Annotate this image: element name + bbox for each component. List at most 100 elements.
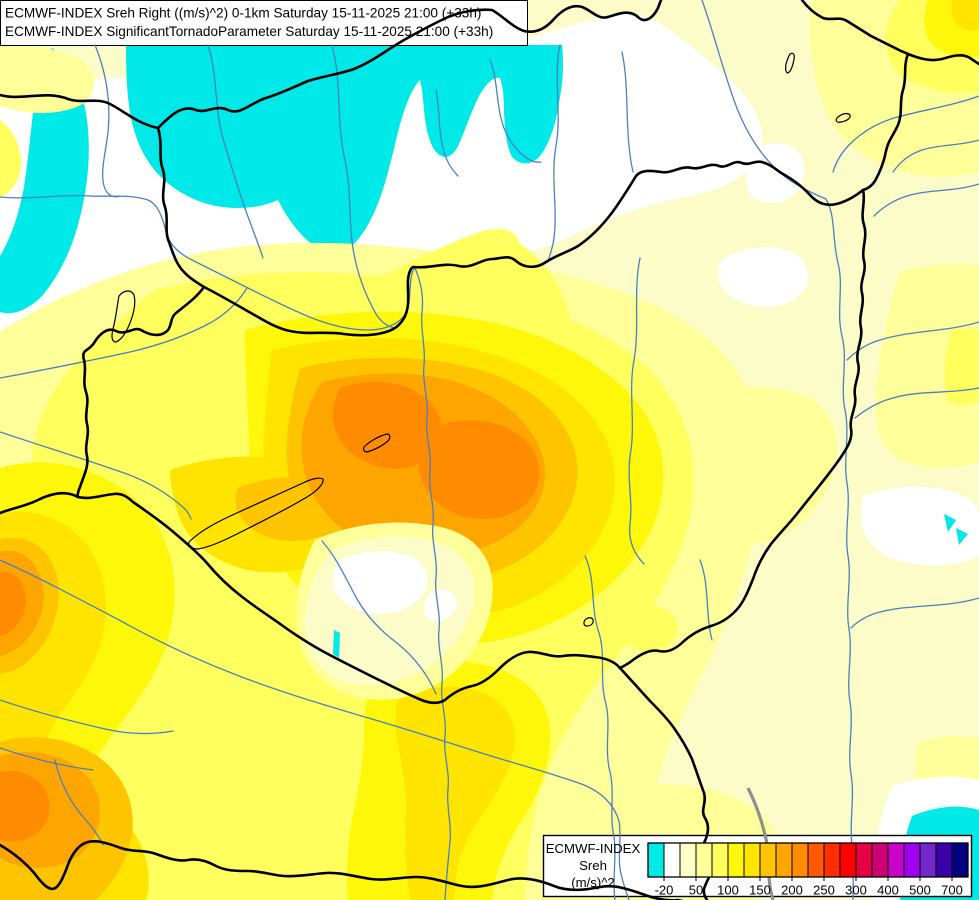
legend-color-cell xyxy=(711,842,729,878)
legend-color-cell xyxy=(871,842,889,878)
river-ne-1 xyxy=(892,139,979,173)
legend-colorbar xyxy=(647,842,969,878)
river-morava xyxy=(94,44,121,198)
cyan-mass-north xyxy=(126,45,563,254)
white-core-south-2 xyxy=(423,590,457,622)
legend-color-cell xyxy=(919,842,937,878)
cyan-sliver-south xyxy=(333,630,340,658)
legend-color-cell xyxy=(759,842,777,878)
river-vah xyxy=(331,44,396,329)
legend-color-cell xyxy=(839,842,857,878)
yellow2-left-sliver xyxy=(0,120,22,198)
legend-color-cell xyxy=(807,842,825,878)
river-sw-2 xyxy=(0,747,94,771)
river-mid-south xyxy=(584,555,616,900)
river-notch-2 xyxy=(435,89,459,177)
legend-tick-label: 400 xyxy=(877,883,899,898)
river-ne-2 xyxy=(873,183,979,217)
legend-color-cell xyxy=(791,842,809,878)
border-hu-si xyxy=(0,491,80,515)
river-small-nw xyxy=(207,44,264,259)
orange3-core-nw xyxy=(332,381,442,469)
yellow1-mid-east xyxy=(681,387,837,545)
legend-title: ECMWF-INDEX xyxy=(546,841,641,856)
white-patch-east xyxy=(860,486,979,566)
cyan-dot-east-2 xyxy=(956,528,968,545)
gray-river-segment xyxy=(746,787,775,900)
border-hu-ro xyxy=(618,188,867,670)
legend-tick-label: -20 xyxy=(655,883,674,898)
border-at-march xyxy=(156,126,206,289)
river-ipel xyxy=(621,51,634,173)
legend-tick-label: 200 xyxy=(781,883,803,898)
small-lake-3 xyxy=(583,617,594,627)
legend-units: (m/s)^2 xyxy=(571,875,615,890)
river-sio xyxy=(321,540,437,695)
border-hu-hr xyxy=(76,492,622,705)
small-lake-2 xyxy=(835,112,851,123)
legend-tick-label: 150 xyxy=(749,883,771,898)
river-raba xyxy=(0,287,248,379)
legend-color-cell xyxy=(855,842,873,878)
legend-color-cell xyxy=(775,842,793,878)
cyan-dot-east-1 xyxy=(944,514,956,532)
river-upper-tisza xyxy=(832,95,979,173)
lakes xyxy=(111,52,851,627)
small-lake-1 xyxy=(785,52,795,74)
legend-color-cell xyxy=(887,842,905,878)
border-north xyxy=(156,0,663,130)
border-at-hu-west xyxy=(76,285,206,499)
white-patch-ne-1 xyxy=(746,143,805,203)
yellow1-right-edge xyxy=(875,264,979,468)
legend-color-cell xyxy=(647,842,665,878)
legend-tick-label: 100 xyxy=(717,883,739,898)
border-sk-ua xyxy=(800,0,979,66)
river-sw-3 xyxy=(54,759,104,846)
legend: ECMWF-INDEX Sreh (m/s)^2 -20 50 100 150 200 2… xyxy=(546,841,969,898)
legend-tick-label: 500 xyxy=(909,883,931,898)
river-zagyva xyxy=(628,257,645,565)
legend-color-cell xyxy=(823,842,841,878)
legend-color-cell xyxy=(695,842,713,878)
orange3-core-se xyxy=(418,420,540,519)
legend-tick-label: 50 xyxy=(689,883,703,898)
gold-south xyxy=(395,686,515,900)
orange3-sw xyxy=(0,770,50,842)
yellow2-right-sliver xyxy=(944,328,979,405)
border-nw xyxy=(0,93,160,130)
river-notch xyxy=(489,59,542,163)
legend-tick-label: 700 xyxy=(941,883,963,898)
river-koros-2 xyxy=(854,387,979,419)
legend-color-cell xyxy=(743,842,761,878)
legend-tick-label: 250 xyxy=(813,883,835,898)
river-drava xyxy=(0,559,630,900)
legend-subtitle: Sreh xyxy=(579,858,607,873)
legend-tick-labels: -20 50 100 150 200 250 300 400 500 700 xyxy=(655,877,963,898)
legend-color-cell xyxy=(663,842,681,878)
title-box-text: ECMWF-INDEX Sreh Right ((m/s)^2) 0-1km S… xyxy=(5,6,493,40)
legend-color-cell xyxy=(679,842,697,878)
legend-color-cell xyxy=(951,842,969,878)
border-sk-hu-danube xyxy=(202,265,416,337)
lake-balaton xyxy=(188,477,324,550)
legend-tick-label: 300 xyxy=(845,883,867,898)
gold-corner xyxy=(951,0,979,31)
river-hron xyxy=(547,44,561,263)
legend-color-cell xyxy=(903,842,921,878)
legend-colorbar-frame xyxy=(647,842,969,878)
orange3-left-edge xyxy=(0,571,26,636)
legend-color-cell xyxy=(935,842,953,878)
border-hu-ua xyxy=(861,52,910,192)
river-east-short xyxy=(699,559,713,641)
border-hr-bih xyxy=(0,840,684,900)
legend-color-cell xyxy=(727,842,745,878)
title-line-1: ECMWF-INDEX Sreh Right ((m/s)^2) 0-1km S… xyxy=(5,6,481,21)
cyan-band-west xyxy=(0,48,89,314)
title-line-2: ECMWF-INDEX SignificantTornadoParameter … xyxy=(5,24,493,39)
river-sw-1 xyxy=(0,699,174,735)
